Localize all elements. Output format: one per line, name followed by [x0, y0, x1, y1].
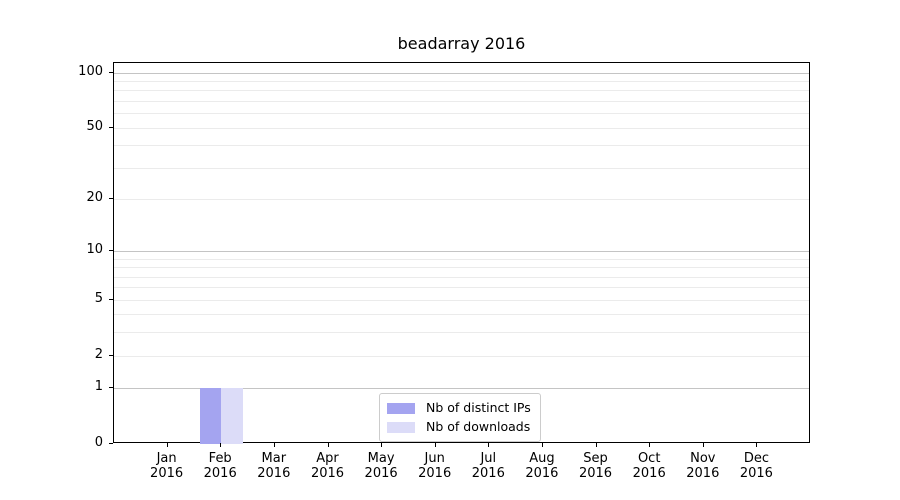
gridline-major [114, 251, 809, 252]
x-tick-year: 2016 [739, 466, 773, 481]
x-tick-year: 2016 [525, 466, 559, 481]
gridline-minor [114, 314, 809, 316]
y-tick-mark [109, 387, 113, 389]
x-tick-year: 2016 [150, 466, 184, 481]
gridline-minor [114, 80, 809, 82]
gridline-major [114, 72, 809, 74]
y-tick-label: 10 [86, 242, 103, 257]
x-tick-label: Jul 2016 [456, 451, 520, 481]
gridline-minor [114, 127, 809, 129]
gridline-minor [114, 332, 809, 334]
legend-entry: Nb of downloads [387, 419, 531, 435]
x-tick-mark [541, 443, 543, 447]
x-tick-month: May [367, 451, 395, 466]
x-tick-month: Apr [316, 451, 339, 466]
gridline-major [114, 388, 809, 390]
x-tick-month: Feb [208, 451, 232, 466]
x-tick-label: Oct 2016 [617, 451, 681, 481]
gridline-minor [114, 299, 809, 301]
x-tick-label: Jan 2016 [135, 451, 199, 481]
bar-nb-of-downloads [221, 388, 243, 444]
x-tick-year: 2016 [364, 466, 398, 481]
y-tick-label: 20 [86, 189, 103, 205]
legend-entry: Nb of distinct IPs [387, 400, 531, 416]
x-tick-year: 2016 [418, 466, 452, 481]
x-tick-mark [649, 443, 651, 447]
x-tick-year: 2016 [203, 466, 237, 481]
x-tick-month: Oct [637, 451, 661, 466]
x-tick-mark [166, 443, 168, 447]
x-tick-mark [381, 443, 383, 447]
plot-area: Nb of distinct IPs Nb of downloads [113, 62, 810, 444]
x-tick-month: Nov [690, 451, 716, 466]
gridline-minor [114, 258, 809, 260]
gridline-minor [114, 100, 809, 102]
x-tick-month: Mar [261, 451, 287, 466]
x-tick-mark [595, 443, 597, 447]
x-tick-label: Jun 2016 [403, 451, 467, 481]
legend-label: Nb of distinct IPs [426, 400, 531, 415]
x-tick-year: 2016 [310, 466, 345, 481]
x-tick-label: Nov 2016 [671, 451, 735, 481]
x-tick-month: Jul [480, 451, 497, 466]
y-tick-mark [109, 126, 113, 128]
y-tick-mark [109, 443, 113, 444]
x-tick-year: 2016 [686, 466, 720, 481]
y-tick-label: 1 [94, 379, 103, 395]
y-tick-mark [109, 354, 113, 356]
x-tick-month: Sep [583, 451, 608, 466]
x-tick-month: Dec [743, 451, 769, 466]
legend-label: Nb of downloads [426, 419, 531, 434]
x-tick-mark [434, 443, 436, 447]
gridline-minor [114, 198, 809, 200]
x-tick-label: Mar 2016 [242, 451, 306, 481]
gridline-minor [114, 113, 809, 115]
gridline-minor [114, 90, 809, 92]
legend: Nb of distinct IPs Nb of downloads [379, 393, 541, 442]
x-tick-year: 2016 [632, 466, 666, 481]
x-tick-year: 2016 [578, 466, 613, 481]
chart-title: beadarray 2016 [397, 34, 526, 53]
gridline-minor [114, 167, 809, 169]
x-tick-mark [327, 443, 329, 447]
y-tick-label: 0 [94, 435, 103, 450]
x-tick-label: Aug 2016 [510, 451, 574, 481]
legend-swatch [387, 421, 415, 433]
y-tick-label: 100 [78, 63, 103, 79]
x-tick-year: 2016 [257, 466, 291, 481]
y-tick-mark [109, 197, 113, 199]
gridline-minor [114, 145, 809, 147]
x-tick-mark [756, 443, 758, 447]
x-tick-label: Dec 2016 [724, 451, 788, 481]
y-tick-label: 5 [94, 290, 103, 306]
x-tick-mark [273, 443, 275, 447]
x-tick-label: Feb 2016 [188, 451, 252, 481]
x-tick-month: Jun [424, 451, 445, 466]
x-tick-year: 2016 [471, 466, 505, 481]
bar-nb-of-distinct-ips [199, 388, 222, 444]
gridline-minor [114, 355, 809, 357]
y-tick-label: 2 [94, 346, 103, 362]
x-tick-month: Aug [529, 451, 555, 466]
x-tick-mark [488, 443, 490, 447]
x-tick-label: May 2016 [349, 451, 413, 481]
legend-swatch [387, 402, 415, 414]
gridline-minor [114, 287, 809, 289]
x-tick-mark [220, 443, 222, 447]
x-tick-label: Apr 2016 [296, 451, 360, 481]
gridline-minor [114, 267, 809, 269]
y-tick-mark [109, 250, 113, 251]
gridline-minor [114, 276, 809, 278]
y-tick-mark [109, 298, 113, 300]
x-tick-mark [702, 443, 704, 447]
y-tick-mark [109, 71, 113, 73]
x-tick-month: Jan [156, 451, 177, 466]
y-tick-label: 50 [86, 118, 103, 134]
x-tick-label: Sep 2016 [564, 451, 628, 481]
